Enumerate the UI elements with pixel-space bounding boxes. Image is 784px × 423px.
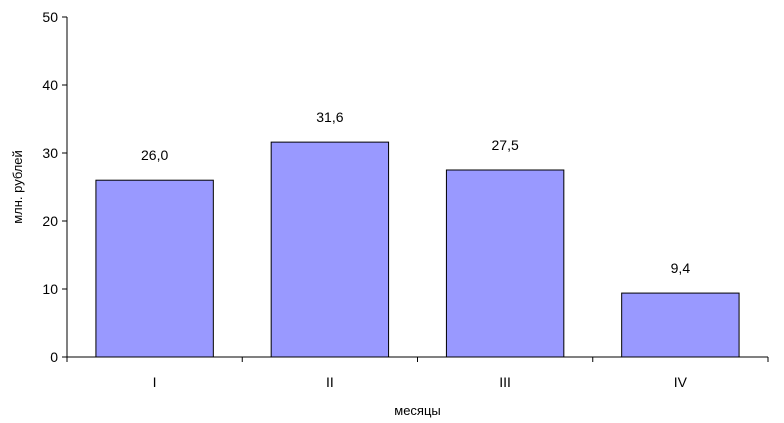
data-label: 31,6 [316,109,343,125]
x-tick-label: IV [674,374,688,390]
y-tick-label: 30 [42,145,58,161]
data-label: 27,5 [492,137,519,153]
y-tick-label: 20 [42,213,58,229]
bar-I [95,179,214,358]
y-tick-label: 50 [42,9,58,25]
bar-IV [621,292,740,358]
y-tick-label: 40 [42,77,58,93]
bar-III [445,169,565,358]
x-axis-title: месяцы [394,403,441,418]
x-axis-ticks: I II III IV [66,357,769,390]
data-labels: 26,0 31,6 27,5 9,4 [141,109,690,276]
y-tick-label: 10 [42,281,58,297]
bar-II [270,141,390,358]
x-tick-label: I [153,374,157,390]
data-label: 9,4 [671,260,691,276]
data-label: 26,0 [141,147,168,163]
bars [95,141,740,358]
x-tick-label: III [499,374,511,390]
y-tick-label: 0 [50,349,58,365]
y-axis-title: млн. рублей [10,150,25,224]
x-tick-label: II [326,374,334,390]
y-axis-ticks: 0 10 20 30 40 50 [42,9,67,365]
